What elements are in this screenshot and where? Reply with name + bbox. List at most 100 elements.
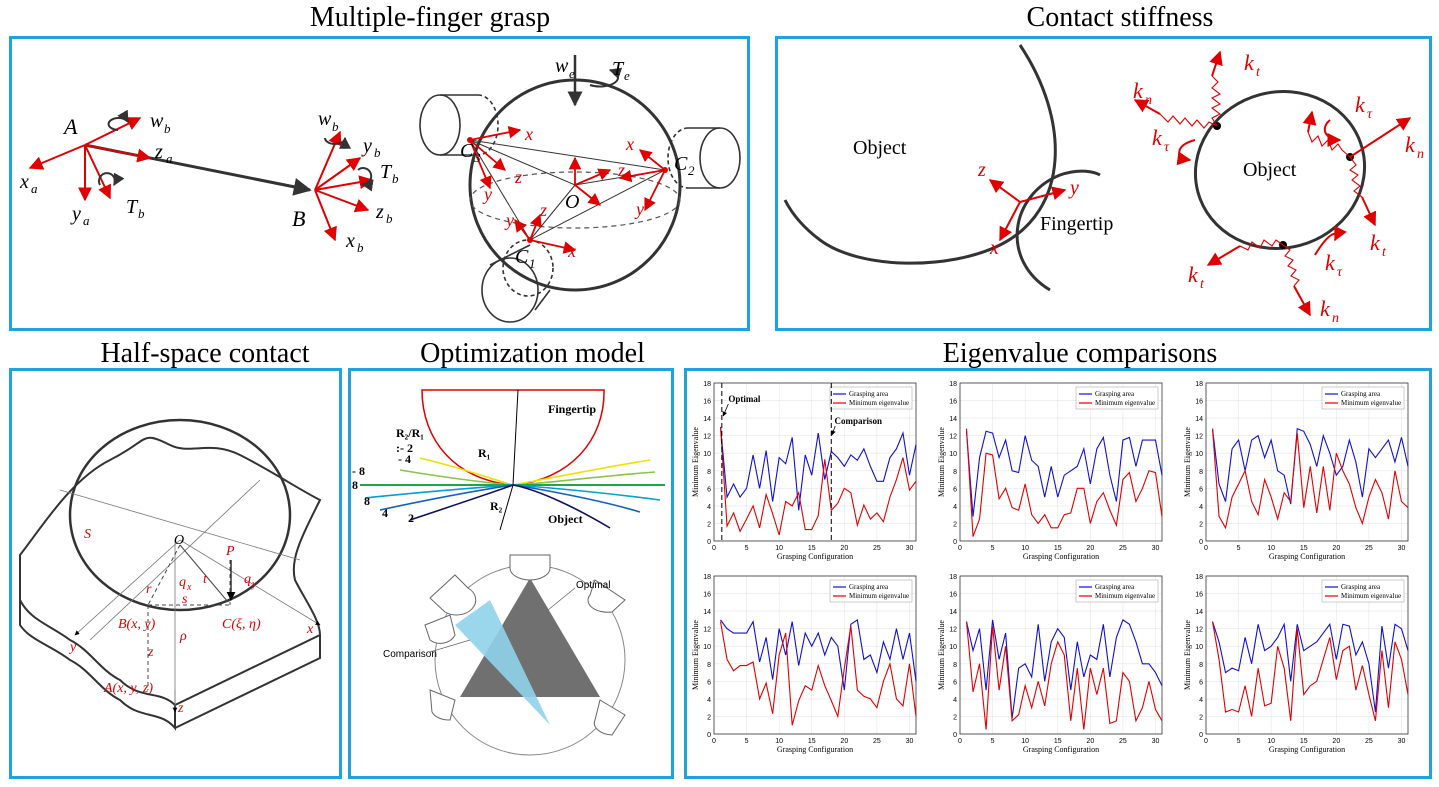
ytick-label: 12: [703, 434, 711, 441]
ytick-label: 6: [1199, 486, 1203, 493]
xtick-label: 20: [840, 545, 848, 552]
label-optimal-tri: Optimal: [576, 580, 610, 591]
ytick-label: 0: [1199, 539, 1203, 546]
xtick-label: 30: [1152, 545, 1160, 552]
label-A-point: A(x, y, z): [103, 681, 153, 696]
xtick-label: 25: [1119, 738, 1127, 745]
label-ktau-right-sub: τ: [1367, 107, 1373, 122]
axes-box: [1205, 575, 1409, 735]
label-O-half: O: [174, 533, 184, 548]
label-za: z: [154, 141, 163, 163]
xtick-label: 30: [1398, 545, 1406, 552]
ytick-label: 6: [953, 679, 957, 686]
label-kn-bottom-sub: n: [1332, 311, 1339, 326]
xtick-label: 10: [1021, 738, 1029, 745]
label-ktau-right: k: [1355, 92, 1366, 117]
ytick-label: 18: [703, 381, 711, 388]
ytick-label: 14: [949, 416, 957, 423]
series-line-area: [1211, 621, 1409, 713]
label-qy: q: [244, 572, 251, 587]
ytick-label: 12: [703, 627, 711, 634]
legend-label-area: Grasping area: [1095, 390, 1135, 398]
label-qx-sub: x: [186, 582, 192, 593]
annotation-optimal-arrow: [722, 403, 729, 417]
ytick-label: 6: [707, 679, 711, 686]
label-x-c1: x: [567, 241, 576, 261]
ytick-label: 4: [1199, 504, 1203, 511]
ytick-label: 14: [703, 609, 711, 616]
legend-label-area: Grasping area: [1341, 583, 1381, 591]
ytick-label: 4: [707, 697, 711, 704]
label-z-axis: z: [177, 701, 184, 716]
label-t: t: [203, 572, 208, 587]
ytick-label: 12: [1195, 627, 1203, 634]
ytick-label: 0: [953, 732, 957, 739]
xtick-label: 15: [808, 738, 816, 745]
ytick-label: 14: [949, 609, 957, 616]
label-Te: T: [612, 58, 625, 80]
label-C3: C: [460, 140, 474, 162]
label-kt-bottom-sub: t: [1200, 277, 1205, 292]
xtick-label: 30: [906, 545, 914, 552]
label-y-c2: y: [634, 199, 644, 219]
label-kt-top: k: [1244, 50, 1255, 75]
label-z-stiff: z: [977, 159, 986, 181]
ytick-label: 10: [1195, 644, 1203, 651]
ytick-label: 8: [1199, 469, 1203, 476]
label-kn-left-sub: n: [1145, 93, 1152, 108]
ylabel: Minimum Eigenvalue: [691, 620, 700, 690]
ytick-label: 8: [953, 469, 957, 476]
label-y-c3: y: [482, 184, 492, 204]
eigen-chart-3: 0 2 4 6 8 10 12 14 16 18 0 5 10 15 20 25 30 Grasping Conf…: [1183, 381, 1409, 561]
xtick-label: 0: [958, 738, 962, 745]
legend-label-eigen: Minimum eigenvalue: [1341, 592, 1401, 600]
label-za-sub: a: [166, 151, 173, 166]
xtick-label: 0: [712, 738, 716, 745]
ytick-label: 4: [1199, 697, 1203, 704]
ytick-label: 0: [1199, 732, 1203, 739]
ytick-label: 6: [707, 486, 711, 493]
ytick-label: 2: [953, 714, 957, 721]
ytick-label: 14: [1195, 609, 1203, 616]
ytick-label: 10: [949, 644, 957, 651]
label-fingertip-opt: Fingertip: [548, 402, 596, 416]
label-kt-bottom: k: [1188, 262, 1199, 287]
xtick-label: 0: [1204, 738, 1208, 745]
ytick-label: 2: [1199, 521, 1203, 528]
eigen-chart-2: 0 2 4 6 8 10 12 14 16 18 0 5 10 15 20 25 30 Grasping Conf…: [937, 381, 1163, 561]
xlabel: Grasping Configuration: [1269, 745, 1345, 754]
panel-optimization: [348, 368, 674, 779]
annotation-optimal: Optimal: [728, 394, 761, 404]
ytick-label: 8: [1199, 662, 1203, 669]
axes-box: [959, 382, 1163, 542]
label-2: 2: [408, 511, 414, 525]
label-xa-sub: a: [31, 181, 38, 196]
label-wb-right-sub: b: [332, 119, 339, 134]
label-r: r: [146, 582, 152, 597]
optimization-diagram: Fingertip Object R₁ R₂ R₂/R₁ :- 2 - 4 - …: [352, 389, 665, 756]
axes-box: [713, 382, 917, 542]
ytick-label: 2: [707, 521, 711, 528]
xtick-label: 5: [745, 545, 749, 552]
axes-box: [713, 575, 917, 735]
label-B: B: [292, 206, 305, 231]
ytick-label: 10: [949, 451, 957, 458]
ytick-label: 16: [703, 592, 711, 599]
ytick-label: 6: [1199, 679, 1203, 686]
xtick-label: 20: [1086, 545, 1094, 552]
grasp-diagram: A w b z a x a y a T b B w b y b T b z b …: [19, 55, 741, 323]
label-Tb-left: T: [126, 196, 139, 218]
series-line-area: [965, 430, 1163, 517]
stiffness-diagram: Object Fingertip z y x Object k t: [783, 44, 1424, 326]
series-line-area: [965, 619, 1163, 719]
xtick-label: 15: [1300, 738, 1308, 745]
label-we: w: [555, 55, 569, 77]
label-yb: y: [361, 135, 372, 157]
ytick-label: 8: [953, 662, 957, 669]
label-kn-bottom: k: [1320, 296, 1331, 321]
xtick-label: 0: [958, 545, 962, 552]
xtick-label: 10: [775, 545, 783, 552]
ytick-label: 2: [707, 714, 711, 721]
label-Tb-left-sub: b: [138, 206, 145, 221]
label-kn-right: k: [1405, 132, 1416, 157]
